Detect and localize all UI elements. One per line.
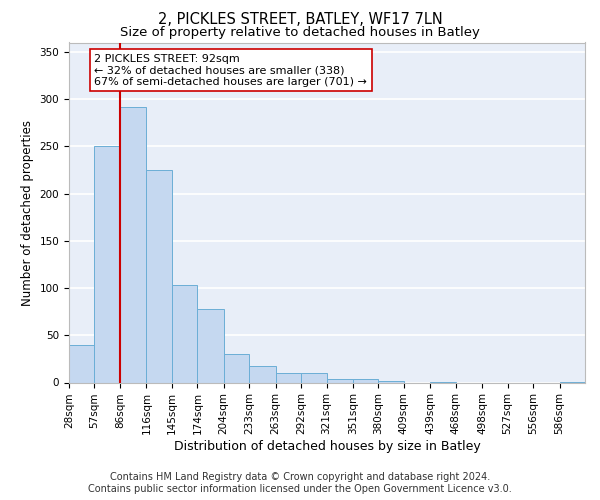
Bar <box>301 373 326 382</box>
Bar <box>249 366 275 382</box>
Text: Contains HM Land Registry data © Crown copyright and database right 2024.
Contai: Contains HM Land Registry data © Crown c… <box>88 472 512 494</box>
Bar <box>197 309 224 382</box>
Bar <box>94 146 120 382</box>
Text: Size of property relative to detached houses in Batley: Size of property relative to detached ho… <box>120 26 480 39</box>
Text: 2 PICKLES STREET: 92sqm
← 32% of detached houses are smaller (338)
67% of semi-d: 2 PICKLES STREET: 92sqm ← 32% of detache… <box>94 54 367 87</box>
Bar <box>146 170 172 382</box>
Text: 2, PICKLES STREET, BATLEY, WF17 7LN: 2, PICKLES STREET, BATLEY, WF17 7LN <box>158 12 442 28</box>
Bar <box>379 380 404 382</box>
X-axis label: Distribution of detached houses by size in Batley: Distribution of detached houses by size … <box>173 440 481 453</box>
Bar <box>224 354 249 382</box>
Y-axis label: Number of detached properties: Number of detached properties <box>21 120 34 306</box>
Bar <box>353 378 379 382</box>
Bar <box>172 285 197 382</box>
Bar <box>120 106 146 382</box>
Bar <box>326 378 353 382</box>
Bar <box>69 344 94 383</box>
Bar <box>275 373 301 382</box>
